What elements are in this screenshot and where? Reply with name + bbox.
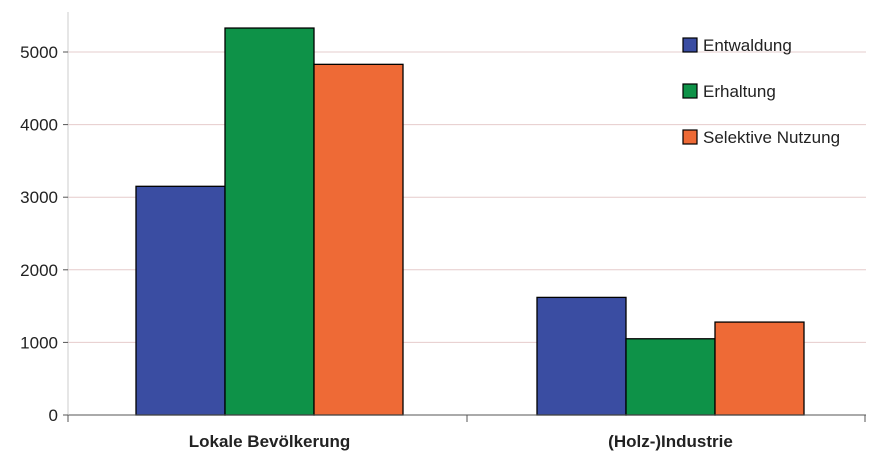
axes — [67, 12, 866, 422]
legend-swatch — [682, 129, 698, 145]
y-tick-label: 1000 — [20, 333, 58, 352]
y-tick-label: 4000 — [20, 116, 58, 135]
y-tick-label: 0 — [49, 406, 58, 425]
legend: Entwaldung Erhaltung Selektive Nutzung — [682, 36, 840, 147]
legend-swatch — [682, 83, 698, 99]
x-axis-labels: Lokale Bevölkerung (Holz-)Industrie — [189, 432, 733, 451]
bar-entwaldung-2 — [536, 296, 627, 416]
legend-label: Entwaldung — [703, 36, 792, 55]
x-category-label: (Holz-)Industrie — [608, 432, 733, 451]
legend-swatch — [682, 37, 698, 53]
bar-selektive-nutzung-2 — [714, 321, 805, 416]
bar-erhaltung-1 — [224, 27, 315, 416]
bar-selektive-nutzung-1 — [313, 63, 404, 416]
bars — [135, 27, 805, 416]
legend-label: Selektive Nutzung — [703, 128, 840, 147]
legend-label: Erhaltung — [703, 82, 776, 101]
bar-erhaltung-2 — [625, 338, 716, 416]
y-tick-label: 3000 — [20, 188, 58, 207]
y-axis-ticks: 0 1000 2000 3000 4000 5000 — [20, 43, 68, 425]
y-tick-label: 2000 — [20, 261, 58, 280]
bar-entwaldung-1 — [135, 185, 226, 416]
y-tick-label: 5000 — [20, 43, 58, 62]
x-category-label: Lokale Bevölkerung — [189, 432, 351, 451]
